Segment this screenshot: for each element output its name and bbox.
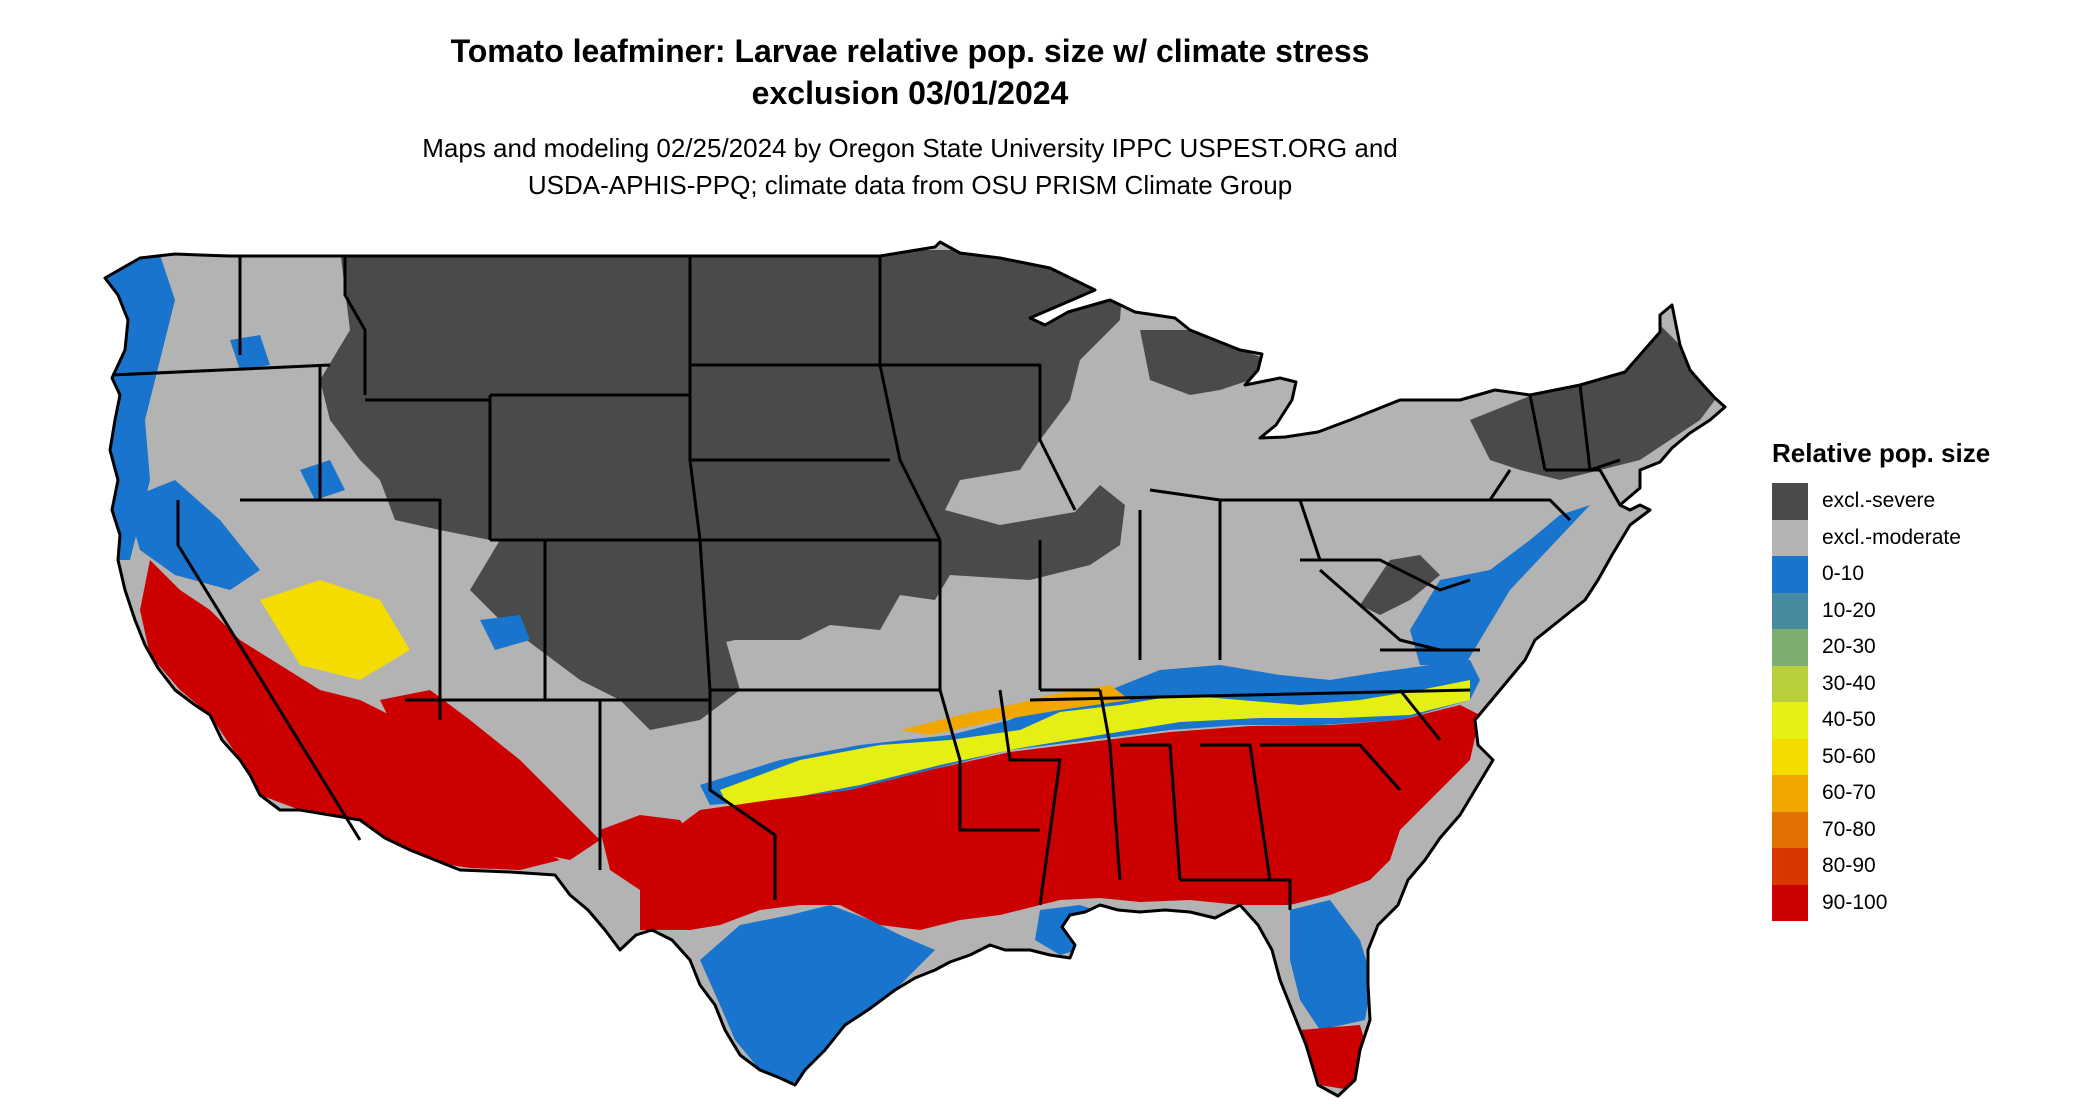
legend-swatch [1772,811,1808,848]
legend-swatch [1772,629,1808,666]
map-subtitle-line-2: USDA-APHIS-PPQ; climate data from OSU PR… [527,170,1293,200]
legend-item: 50-60 [1772,738,1990,775]
map-title-line-2: exclusion 03/01/2024 [751,75,1069,111]
legend-swatch [1772,702,1808,739]
legend-swatch [1772,665,1808,702]
legend-swatch [1772,483,1808,520]
legend-swatch [1772,848,1808,885]
legend-item: 90-100 [1772,884,1990,921]
legend-label: 60-70 [1822,781,1876,805]
legend-title: Relative pop. size [1772,438,1991,468]
legend-label: 40-50 [1822,708,1876,732]
legend-label: 90-100 [1822,890,1888,914]
legend-label: 10-20 [1822,598,1876,622]
legend-item: 0-10 [1772,556,1990,593]
legend-item: 80-90 [1772,848,1990,885]
legend-swatch [1772,592,1808,629]
map-header: Tomato leafminer: Larvae relative pop. s… [250,30,1570,204]
legend-label: 80-90 [1822,854,1876,878]
map-subtitle: Maps and modeling 02/25/2024 by Oregon S… [250,130,1570,204]
legend-items: excl.-severe excl.-moderate 0-10 10-20 2… [1772,483,1990,921]
legend-item: 40-50 [1772,702,1990,739]
legend-label: excl.-severe [1822,489,1936,513]
legend-label: 70-80 [1822,817,1876,841]
legend-label: 30-40 [1822,671,1876,695]
legend-item: excl.-moderate [1772,519,1990,556]
map-legend: Relative pop. size excl.-severe excl.-mo… [1772,438,1990,921]
legend-swatch [1772,738,1808,775]
legend-swatch [1772,519,1808,556]
legend-item: 60-70 [1772,775,1990,812]
map-title: Tomato leafminer: Larvae relative pop. s… [250,30,1570,114]
legend-swatch [1772,775,1808,812]
legend-item: 20-30 [1772,629,1990,666]
legend-label: 50-60 [1822,744,1876,768]
map-subtitle-line-1: Maps and modeling 02/25/2024 by Oregon S… [422,133,1398,163]
legend-item: 30-40 [1772,665,1990,702]
legend-item: 10-20 [1772,592,1990,629]
legend-item: 70-80 [1772,811,1990,848]
legend-item: excl.-severe [1772,483,1990,520]
legend-swatch [1772,884,1808,921]
legend-label: 0-10 [1822,562,1865,586]
legend-swatch [1772,556,1808,593]
us-map [103,240,1727,1098]
map-title-line-1: Tomato leafminer: Larvae relative pop. s… [450,33,1370,69]
legend-label: 20-30 [1822,635,1876,659]
legend-label: excl.-moderate [1822,525,1961,549]
